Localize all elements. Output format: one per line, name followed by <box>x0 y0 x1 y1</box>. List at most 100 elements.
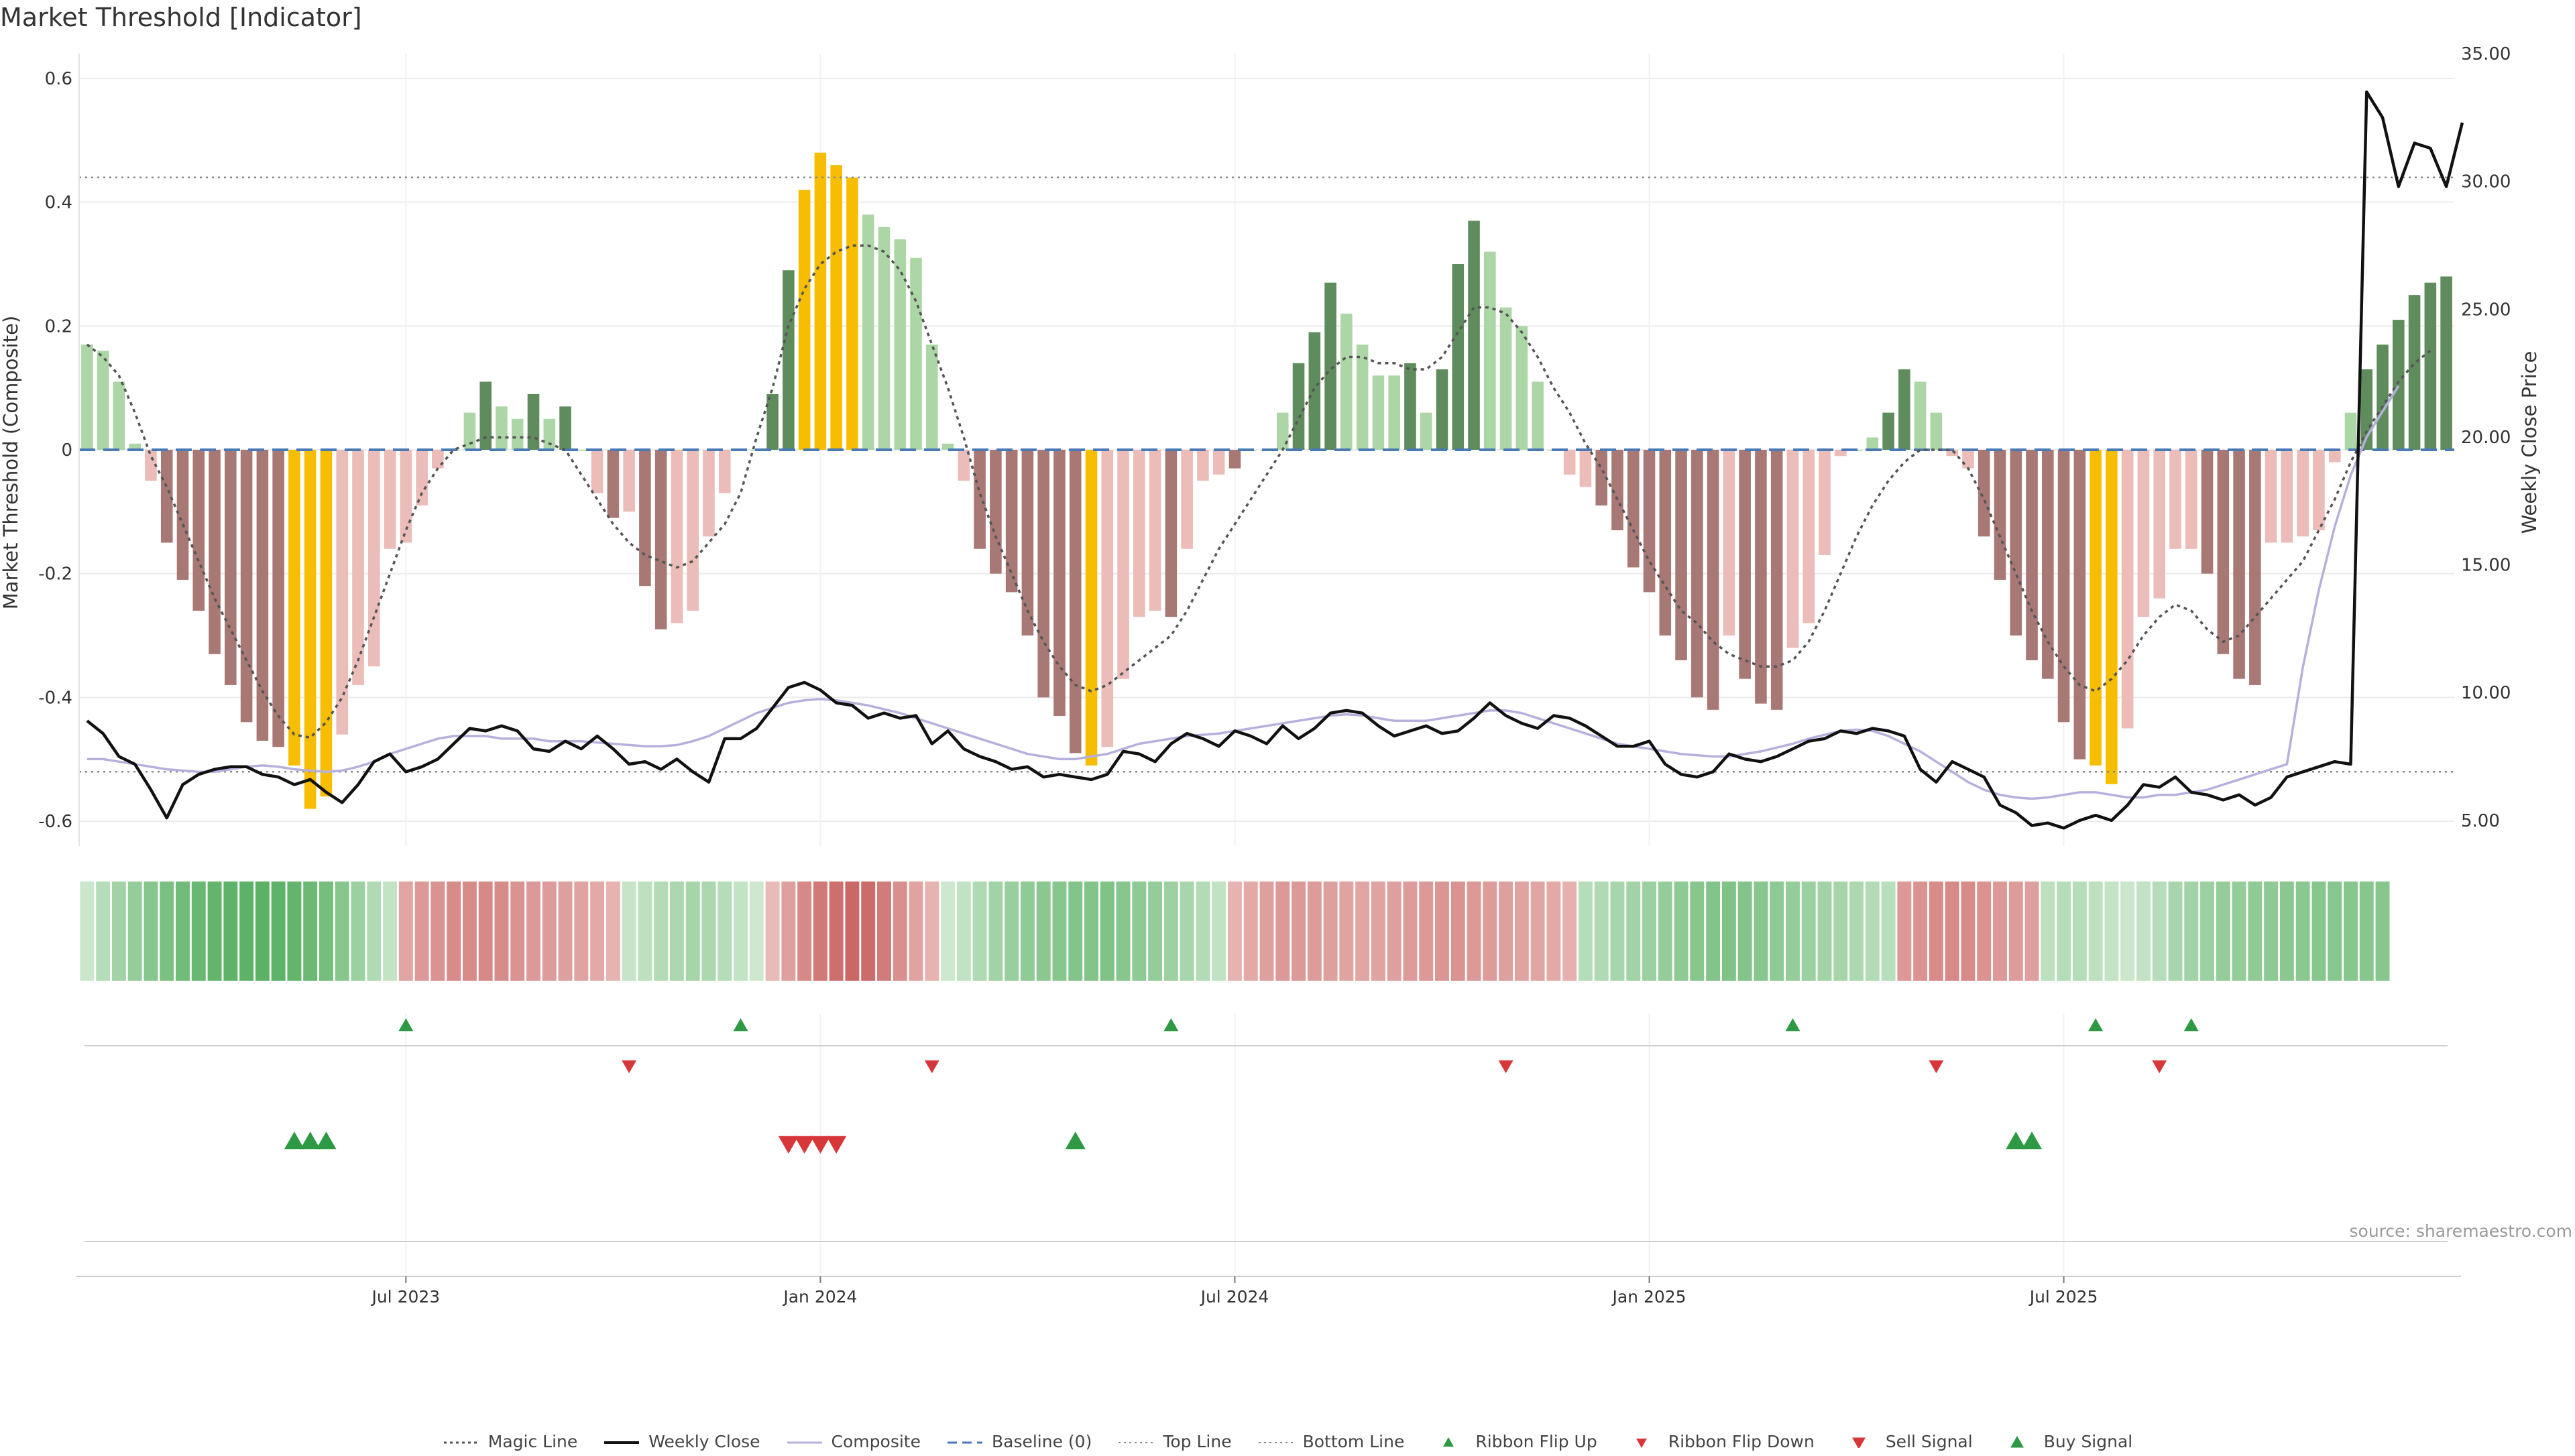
buy-signal-marker <box>300 1132 321 1150</box>
composite-bar <box>1882 412 1894 450</box>
composite-bar <box>2249 450 2261 685</box>
composite-bar <box>1834 450 1847 457</box>
y-axis-label: Market Threshold (Composite) <box>0 316 22 609</box>
composite-bar <box>2185 450 2197 549</box>
ribbon-cell <box>367 882 382 981</box>
ribbon-cell <box>701 882 716 981</box>
ribbon-cell <box>590 882 605 981</box>
ribbon-cell <box>606 882 620 981</box>
legend-label: Ribbon Flip Up <box>1475 1431 1597 1451</box>
composite-bar <box>209 450 221 654</box>
ribbon-cell <box>1036 882 1051 981</box>
ribbon-cell <box>1275 882 1290 981</box>
composite-bar <box>1340 313 1353 450</box>
ribbon-cell <box>2184 882 2199 981</box>
legend-symbol <box>443 1441 479 1444</box>
composite-bar <box>1149 450 1161 611</box>
series-lines <box>86 90 2464 830</box>
ribbon-cell <box>96 882 111 981</box>
composite-bar <box>1228 450 1241 469</box>
ribbon-cell <box>2328 882 2342 981</box>
composite-bar <box>2217 450 2230 654</box>
ribbon-cell <box>1403 882 1418 981</box>
composite-bar <box>1930 412 1943 450</box>
composite-bar <box>1181 450 1193 549</box>
composite-bar <box>591 450 604 493</box>
ribbon-cell <box>1100 882 1114 981</box>
ribbon-cell <box>2216 882 2230 981</box>
composite-bar <box>2010 450 2022 636</box>
composite-bar <box>256 450 269 741</box>
y-tick-label: 0.2 <box>45 316 72 337</box>
ribbon-cell <box>303 882 318 981</box>
right-y-axis: 5.00 10.00 15.00 20.00 25.00 30.00 35.00 <box>2461 44 2511 831</box>
composite-bar <box>1101 450 1114 747</box>
buy-signal-marker <box>316 1132 337 1150</box>
ribbon-flip-up-marker <box>1163 1018 1179 1032</box>
ribbon-cell <box>462 882 477 981</box>
ribbon-cell <box>1020 882 1035 981</box>
composite-bar <box>2106 450 2118 784</box>
ribbon-cell <box>638 882 652 981</box>
ribbon-flip-up-marker <box>2183 1018 2199 1032</box>
composite-bar <box>894 239 907 450</box>
composite-bar <box>958 450 970 481</box>
ribbon-cell <box>685 882 700 981</box>
composite-bar <box>1691 450 1703 698</box>
ribbon-cell <box>1435 882 1449 981</box>
ribbon-cell <box>176 882 190 981</box>
ribbon-cell <box>223 882 238 981</box>
ribbon-cell <box>2264 882 2279 981</box>
ribbon-cell <box>1881 882 1896 981</box>
composite-bar <box>2090 450 2102 766</box>
legend-item: Weekly Close <box>603 1432 760 1451</box>
legend: Magic Line Weekly Close Composite Baseline … <box>0 1427 2575 1456</box>
ribbon-cell <box>654 882 669 981</box>
legend-label: Composite <box>831 1431 921 1451</box>
ribbon-cell <box>239 882 254 981</box>
composite-bar <box>511 418 524 450</box>
ribbon-cell <box>956 882 971 981</box>
ribbon-cell <box>877 882 891 981</box>
composite-bar <box>1292 363 1305 450</box>
weekly-close-line <box>86 90 2464 830</box>
y-tick-label: 0.4 <box>45 193 72 213</box>
legend-symbol <box>787 1441 822 1444</box>
ribbon-cell <box>2295 882 2310 981</box>
ribbon-cell <box>478 882 493 981</box>
composite-bar <box>1723 450 1735 636</box>
ribbon-cell <box>845 882 860 981</box>
ribbon-cell <box>1897 882 1912 981</box>
ribbon-cell <box>1467 882 1481 981</box>
ribbon-cell <box>797 882 812 981</box>
legend-swatch <box>1443 1437 1454 1447</box>
composite-bar <box>2201 450 2214 574</box>
signal-panels <box>84 1014 2448 1274</box>
composite-bar <box>2281 450 2293 543</box>
ribbon-cell <box>925 882 939 981</box>
legend-label: Top Line <box>1163 1431 1232 1451</box>
ribbon-cell <box>2057 882 2071 981</box>
ribbon-cell <box>1833 882 1848 981</box>
composite-bar <box>176 450 189 580</box>
composite-bar <box>1595 450 1608 506</box>
composite-bar <box>607 450 620 518</box>
composite-bar <box>559 406 571 450</box>
composite-bar <box>718 450 731 493</box>
ribbon-cell <box>1450 882 1465 981</box>
ribbon-cell <box>2008 882 2023 981</box>
legend-item: Buy Signal <box>1998 1432 2132 1451</box>
ribbon-cell <box>1514 882 1529 981</box>
legend-item: Magic Line <box>443 1432 577 1451</box>
ribbon-cell <box>1196 882 1210 981</box>
legend-symbol <box>2010 1436 2024 1448</box>
ribbon-cell <box>1977 882 1992 981</box>
composite-bar <box>2424 282 2437 450</box>
ribbon-cell <box>813 882 827 981</box>
composite-bar <box>2042 450 2054 679</box>
legend-swatch <box>1851 1437 1866 1448</box>
composite-bar <box>575 450 587 451</box>
buy-signal-marker <box>2022 1132 2043 1150</box>
ribbon-cell <box>1546 882 1561 981</box>
ribbon-cell <box>191 882 206 981</box>
